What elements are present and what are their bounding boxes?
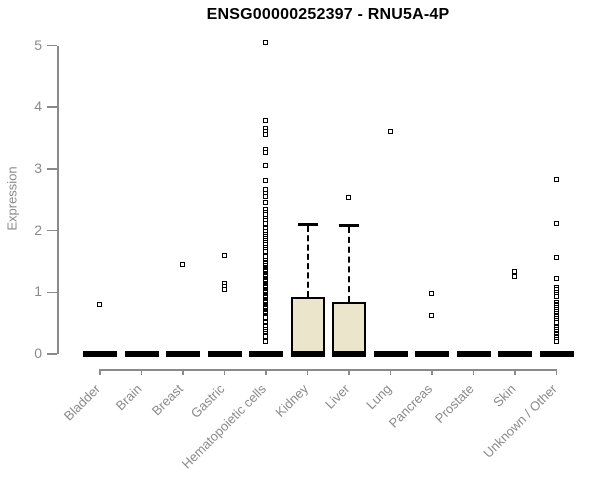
median-bar [83, 351, 117, 357]
x-tick [389, 369, 392, 375]
median-bar [207, 351, 242, 357]
y-tick-label: 0 [34, 345, 42, 361]
x-tick [99, 369, 101, 375]
y-tick [47, 44, 57, 47]
x-tick [348, 369, 350, 375]
x-axis-category-label: Pancreas [385, 381, 436, 431]
outlier-point [263, 194, 268, 200]
y-tick-label: 2 [34, 221, 42, 238]
median-bar [249, 351, 283, 357]
x-tick [223, 369, 226, 375]
y-tick [47, 106, 57, 108]
x-tick [431, 369, 433, 375]
outlier-point [263, 334, 268, 340]
outlier-point [263, 249, 268, 255]
y-axis-line [57, 45, 59, 354]
y-tick-label: 5 [34, 36, 42, 53]
outlier-point [263, 39, 268, 45]
x-axis-category-label: Kidney [272, 381, 311, 420]
x-tick [140, 369, 143, 375]
median-bar [415, 351, 449, 357]
x-tick [306, 369, 309, 375]
outlier-point [553, 176, 559, 182]
outlier-point [263, 339, 268, 345]
outlier-point [512, 268, 517, 274]
x-axis-category-label: Breast [149, 381, 187, 419]
y-tick-label: 1 [34, 283, 42, 300]
x-axis-category-label: Bladder [61, 381, 104, 424]
outlier-point [221, 286, 227, 292]
median-bar [456, 351, 491, 357]
chart-title: ENSG00000252397 - RNU5A-4P [206, 6, 450, 23]
outlier-point [553, 221, 559, 227]
x-tick [265, 369, 267, 375]
whisker [348, 227, 350, 302]
outlier-point [263, 220, 268, 226]
outlier-point [387, 129, 393, 135]
outlier-point [553, 294, 559, 300]
y-tick [47, 291, 57, 294]
whisker [306, 226, 309, 298]
y-tick [47, 229, 57, 232]
outlier-point [97, 302, 102, 308]
x-axis-line [100, 369, 557, 371]
x-axis-category-label: Unknown / Other [480, 381, 560, 461]
median-bar [332, 351, 366, 357]
x-axis-category-label: Skin [489, 381, 519, 410]
median-bar [373, 351, 408, 357]
outlier-point [553, 338, 559, 344]
outlier-point [263, 163, 268, 169]
whisker-cap [297, 223, 318, 227]
outlier-point [553, 276, 559, 282]
outlier-point [346, 195, 351, 201]
median-bar [290, 351, 325, 357]
x-axis-category-label: Brain [112, 381, 145, 414]
x-axis-category-label: Liver [321, 381, 353, 412]
outlier-point [263, 199, 268, 205]
x-axis-category-label: Prostate [431, 381, 477, 427]
box [332, 301, 366, 357]
outlier-point [263, 132, 268, 138]
median-bar [498, 351, 532, 357]
outlier-point [553, 320, 559, 326]
x-tick [182, 369, 184, 375]
whisker-cap [339, 224, 359, 228]
y-tick-label: 4 [34, 98, 42, 115]
y-tick-label: 3 [34, 159, 42, 176]
median-bar [124, 351, 159, 357]
median-bar [166, 351, 200, 357]
y-tick [47, 168, 57, 170]
x-axis-category-label: Lung [362, 381, 394, 413]
box [290, 297, 325, 357]
x-tick [472, 369, 475, 375]
y-tick [47, 353, 57, 355]
outlier-point [263, 118, 268, 124]
outlier-point [429, 312, 434, 318]
outlier-point [429, 291, 434, 297]
outlier-point [180, 262, 185, 268]
outlier-point [221, 252, 227, 258]
outlier-point [553, 255, 559, 261]
x-tick [555, 369, 558, 375]
outlier-point [512, 274, 517, 280]
median-bar [539, 351, 574, 357]
outlier-point [263, 177, 268, 183]
outlier-point [263, 150, 268, 156]
outlier-point [263, 315, 268, 321]
x-tick [514, 369, 516, 375]
x-axis-category-label: Gastric [188, 381, 228, 421]
